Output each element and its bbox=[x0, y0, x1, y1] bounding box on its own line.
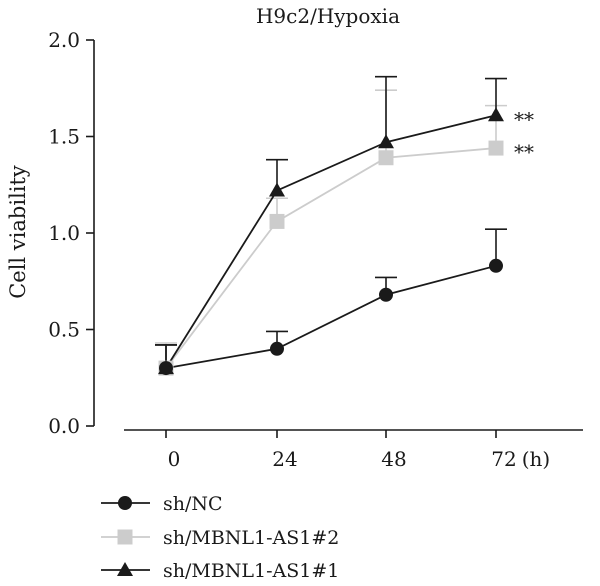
data-point bbox=[269, 182, 285, 197]
data-point bbox=[378, 134, 394, 149]
y-tick-label: 0.0 bbox=[48, 414, 80, 438]
y-tick-label: 1.0 bbox=[48, 221, 80, 245]
data-point bbox=[489, 258, 503, 273]
y-axis-ticks: 0.0 0.5 1.0 1.5 2.0 bbox=[48, 28, 94, 438]
error-bars bbox=[155, 75, 507, 369]
x-tick-label: 0 bbox=[168, 447, 181, 471]
y-tick-label: 1.5 bbox=[48, 125, 80, 149]
data-point bbox=[488, 107, 504, 122]
x-tick-label: 48 bbox=[381, 447, 406, 471]
legend-label: sh/NC bbox=[163, 493, 223, 515]
x-tick-label: 24 bbox=[272, 447, 297, 471]
legend-marker bbox=[117, 529, 133, 545]
data-point bbox=[270, 341, 284, 356]
series-line bbox=[165, 147, 497, 369]
legend-label: sh/MBNL1-AS1#2 bbox=[163, 527, 339, 549]
legend-label: sh/MBNL1-AS1#1 bbox=[163, 560, 339, 582]
data-point bbox=[158, 360, 174, 375]
x-axis-ticks: 0 24 48 72 (h) bbox=[165, 430, 551, 471]
legend: sh/NC sh/MBNL1-AS1#2 sh/MBNL1-AS1#1 bbox=[101, 493, 339, 582]
legend-item: sh/MBNL1-AS1#1 bbox=[101, 560, 339, 582]
series-line bbox=[165, 264, 497, 369]
data-markers bbox=[158, 107, 504, 376]
chart-title: H9c2/Hypoxia bbox=[256, 4, 400, 28]
x-axis-unit: (h) bbox=[522, 447, 551, 471]
y-axis-label: Cell viability bbox=[6, 165, 30, 299]
legend-item: sh/NC bbox=[101, 493, 223, 515]
significance-annotations: ** ** bbox=[514, 107, 534, 164]
y-tick-label: 2.0 bbox=[48, 28, 80, 52]
significance-label: ** bbox=[514, 140, 534, 164]
legend-marker bbox=[117, 562, 133, 576]
legend-marker bbox=[118, 496, 132, 510]
significance-label: ** bbox=[514, 107, 534, 131]
data-point bbox=[488, 140, 504, 156]
data-point bbox=[379, 287, 393, 302]
legend-item: sh/MBNL1-AS1#2 bbox=[101, 527, 339, 549]
series-line bbox=[165, 114, 497, 369]
y-tick-label: 0.5 bbox=[48, 318, 80, 342]
series-lines bbox=[165, 114, 497, 369]
data-point bbox=[378, 150, 394, 166]
x-tick-label: 72 bbox=[491, 447, 516, 471]
data-point bbox=[269, 213, 285, 229]
